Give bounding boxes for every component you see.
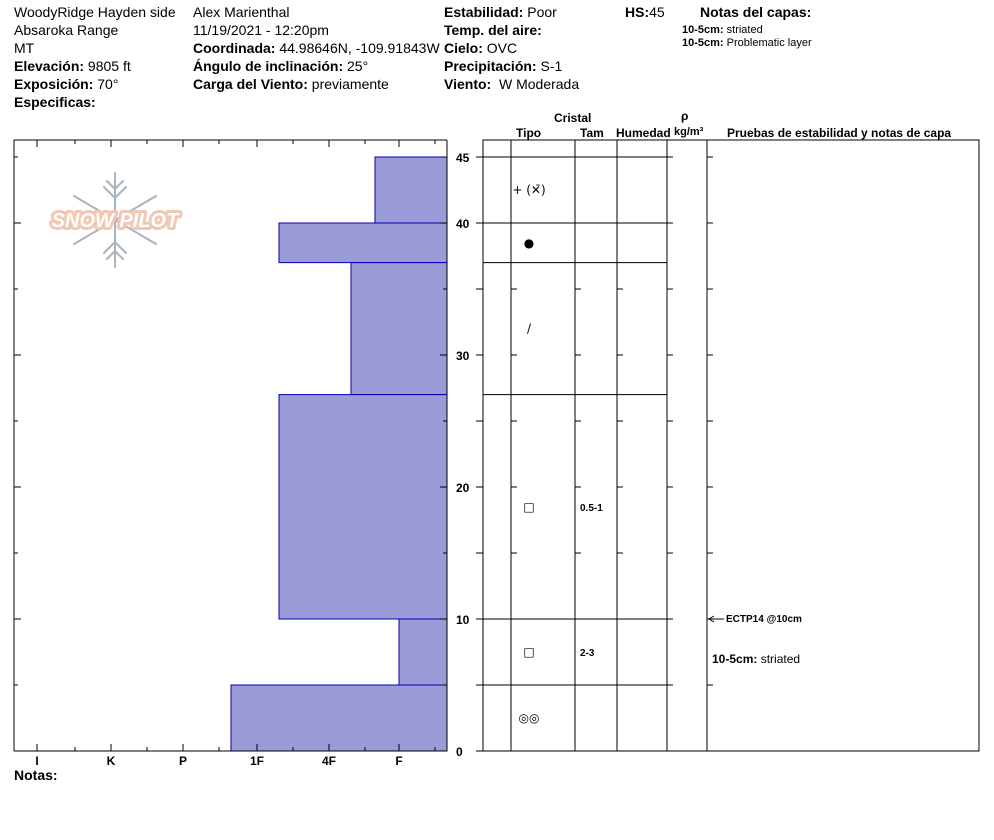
crystal-symbols: + (✕̄) ● / □ 0.5-1 □ 2-3 ◎◎ [512, 183, 603, 725]
air-temperature: Temp. del aire: [444, 22, 542, 38]
snow-height: HS:45 [625, 4, 665, 20]
state: MT [14, 40, 35, 56]
hardness-bar [230, 684, 448, 752]
density-unit: kg/m³ [674, 126, 704, 138]
hardness-bar [278, 394, 448, 620]
hardness-bar [350, 262, 448, 396]
height-label: 20 [456, 481, 470, 495]
tests-header: Pruebas de estabilidad y notas de capa [727, 126, 952, 140]
crystal-type-symbol: + (✕̄) [512, 183, 545, 197]
snowflake-icon [73, 172, 157, 268]
aspect: Exposición: 70° [14, 76, 119, 92]
coordinates: Coordinada: 44.98646N, -109.91843W [193, 40, 440, 56]
hardness-label: P [179, 754, 187, 768]
height-label: 0 [456, 745, 463, 759]
specifics-label: Especificas: [14, 94, 96, 110]
stability: Estabilidad: Poor [444, 4, 557, 20]
table-ticks [511, 156, 713, 686]
layer-note-2: 10-5cm: Problematic layer [682, 37, 812, 49]
crystal-size: 0.5-1 [580, 503, 603, 514]
precipitation: Precipitación: S-1 [444, 58, 563, 74]
height-ticks: 45 40 30 20 10 0 [14, 151, 483, 759]
hardness-label: 4F [322, 754, 336, 768]
observer: Alex Marienthal [193, 4, 290, 20]
slope-angle: Ángulo de inclinación: 25° [193, 58, 369, 74]
moisture-header: Humedad [616, 126, 671, 140]
crystal-header: Cristal [554, 111, 592, 125]
hardness-label: F [395, 754, 402, 768]
crystal-size: 2-3 [580, 648, 595, 659]
hardness-label: 1F [250, 754, 264, 768]
wind: Viento: W Moderada [444, 76, 580, 92]
type-header: Tipo [516, 126, 542, 140]
hardness-label: K [107, 754, 116, 768]
layer-note-1: 10-5cm: striated [682, 24, 763, 36]
elevation: Elevación: 9805 ft [14, 58, 131, 74]
crystal-type-symbol: ● [524, 236, 534, 250]
crystal-table [482, 139, 980, 752]
mountain-range: Absaroka Range [14, 22, 119, 38]
height-label: 30 [456, 349, 470, 363]
sky-cover: Cielo: OVC [444, 40, 518, 56]
layer-note-inline: 10-5cm: striated [712, 652, 801, 666]
snow-pilot-logo: SNOW PILOT [52, 210, 180, 232]
notes-label: Notas: [14, 767, 58, 783]
wind-loading: Carga del Viento: previamente [193, 76, 389, 92]
crystal-type-symbol: / [527, 322, 532, 336]
datetime: 11/19/2021 - 12:20pm [193, 22, 329, 38]
hardness-bar [278, 222, 448, 264]
test-arrow-icon [708, 615, 724, 623]
hardness-bar [374, 156, 448, 224]
height-label: 40 [456, 217, 470, 231]
size-header: Tam [580, 126, 604, 140]
snow-pilot-logo-text: SNOW PILOT [52, 210, 180, 232]
hardness-label: I [35, 754, 38, 768]
height-label: 10 [456, 613, 470, 627]
density-symbol: ρ [681, 109, 689, 123]
crystal-type-symbol: □ [523, 645, 534, 659]
hardness-bar [398, 618, 448, 686]
test-result: ECTP14 @10cm [726, 614, 802, 625]
height-label: 45 [456, 151, 470, 165]
crystal-type-symbol: ◎◎ [519, 711, 540, 725]
hardness-bars [230, 156, 448, 752]
hardness-ticks: I K P 1F 4F F [35, 140, 436, 768]
layer-notes-title: Notas del capas: [700, 4, 812, 20]
crystal-type-symbol: □ [523, 500, 534, 514]
location-name: WoodyRidge Hayden side [14, 4, 176, 20]
